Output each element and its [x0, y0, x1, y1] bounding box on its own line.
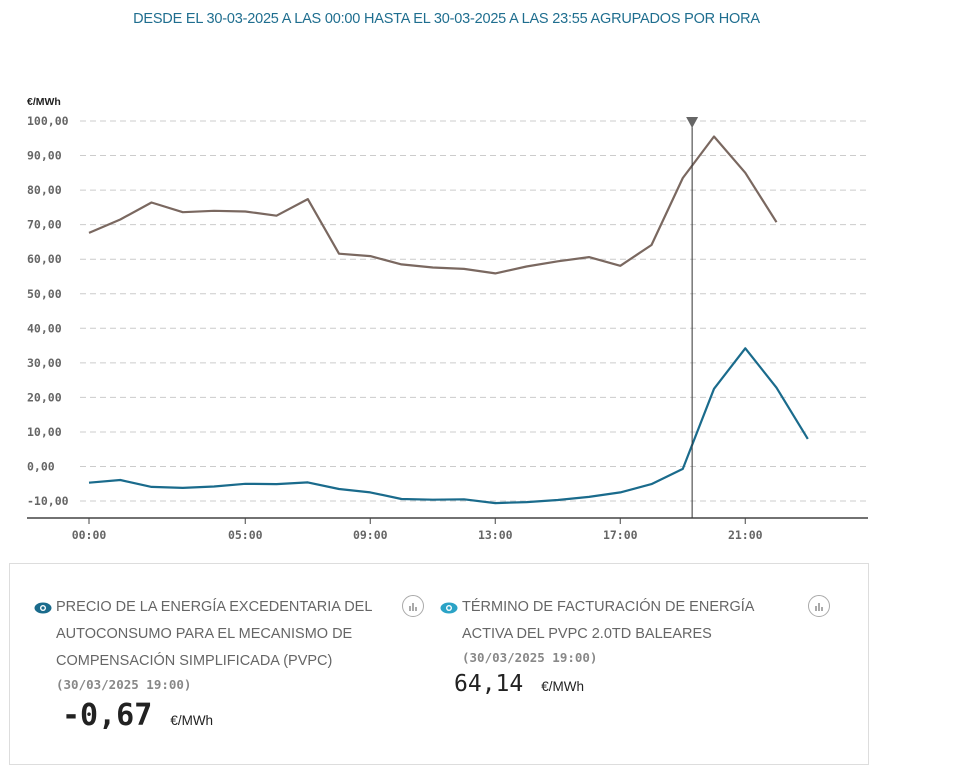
- x-tick-label: 05:00: [228, 528, 263, 542]
- legend-value-row: -0,67 €/MWh: [62, 698, 384, 733]
- bar-chart-icon[interactable]: [808, 595, 830, 617]
- y-tick-label: 30,00: [27, 356, 62, 370]
- legend-date: (30/03/2025 19:00): [462, 650, 598, 665]
- x-tick-label: 21:00: [728, 528, 763, 542]
- y-axis-ticks: 100,00 90,00 80,00 70,00 60,00 50,00 40,00 30,0…: [27, 114, 69, 508]
- legend-item-surplus: PRECIO DE LA ENERGÍA EXCEDENTARIA DEL AU…: [34, 599, 384, 733]
- x-tick-label: 09:00: [353, 528, 388, 542]
- y-tick-label: 70,00: [27, 218, 62, 232]
- x-tick-label: 13:00: [478, 528, 513, 542]
- y-tick-label: 80,00: [27, 183, 62, 197]
- x-tick-label: 00:00: [72, 528, 107, 542]
- page-title: DESDE EL 30-03-2025 A LAS 00:00 HASTA EL…: [133, 11, 760, 27]
- y-tick-label: 60,00: [27, 252, 62, 266]
- y-tick-label: 40,00: [27, 321, 62, 335]
- y-tick-label: 0,00: [27, 460, 55, 474]
- legend-value: -0,67: [62, 698, 153, 733]
- y-tick-label: 90,00: [27, 149, 62, 163]
- legend-panel: PRECIO DE LA ENERGÍA EXCEDENTARIA DEL AU…: [9, 563, 869, 765]
- legend-label: TÉRMINO DE FACTURACIÓN DE ENERGÍA ACTIVA…: [462, 599, 754, 642]
- eye-icon[interactable]: [440, 602, 458, 614]
- legend-label: PRECIO DE LA ENERGÍA EXCEDENTARIA DEL AU…: [56, 599, 372, 669]
- series-lines: [88, 135, 809, 505]
- line-chart[interactable]: 100,00 90,00 80,00 70,00 60,00 50,00 40,00 30,0…: [0, 0, 965, 560]
- legend-item-term: TÉRMINO DE FACTURACIÓN DE ENERGÍA ACTIVA…: [440, 599, 770, 697]
- y-tick-label: 20,00: [27, 390, 62, 404]
- series-line-surplus: [88, 347, 809, 505]
- bar-chart-icon[interactable]: [402, 595, 424, 617]
- hover-cursor[interactable]: [686, 117, 699, 518]
- grid-lines: [80, 120, 866, 502]
- x-axis-ticks: 00:00 05:00 09:00 13:00 17:00 21:00: [72, 518, 763, 542]
- y-tick-label: 50,00: [27, 287, 62, 301]
- cursor-marker: [686, 117, 699, 128]
- legend-unit: €/MWh: [170, 713, 214, 728]
- legend-date: (30/03/2025 19:00): [56, 677, 192, 692]
- legend-unit: €/MWh: [541, 679, 585, 694]
- y-tick-label: 10,00: [27, 425, 62, 439]
- eye-icon[interactable]: [34, 602, 52, 614]
- legend-value-row: 64,14 €/MWh: [454, 671, 770, 697]
- y-tick-label: -10,00: [27, 494, 69, 508]
- series-line-term: [88, 135, 778, 275]
- y-tick-label: 100,00: [27, 114, 69, 128]
- legend-value: 64,14: [454, 671, 524, 697]
- y-axis-unit: €/MWh: [27, 96, 61, 108]
- x-tick-label: 17:00: [603, 528, 638, 542]
